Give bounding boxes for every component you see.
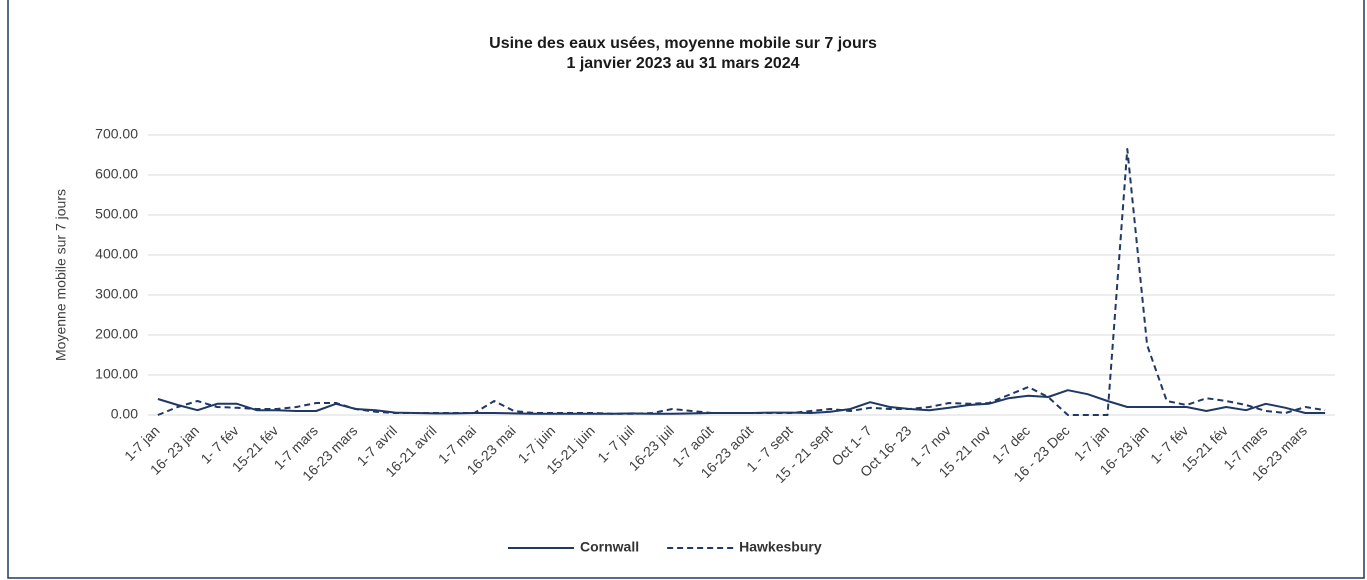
y-tick-label: 200.00 <box>95 326 138 342</box>
chart-title: Usine des eaux usées, moyenne mobile sur… <box>489 35 877 52</box>
y-tick-label: 400.00 <box>95 246 138 262</box>
legend-label: Hawkesbury <box>739 539 822 555</box>
y-tick-label: 300.00 <box>95 286 138 302</box>
series-line <box>157 389 1326 415</box>
y-tick-label: 700.00 <box>95 126 138 142</box>
y-tick-label: 500.00 <box>95 206 138 222</box>
chart-subtitle: 1 janvier 2023 au 31 mars 2024 <box>566 55 799 72</box>
y-tick-label: 100.00 <box>95 366 138 382</box>
series-line <box>157 148 1326 416</box>
legend-label: Cornwall <box>580 539 639 555</box>
y-axis-label: Moyenne mobile sur 7 jours <box>53 189 69 361</box>
y-tick-label: 600.00 <box>95 166 138 182</box>
y-tick-label: 0.00 <box>111 406 138 422</box>
frame <box>7 0 1365 579</box>
